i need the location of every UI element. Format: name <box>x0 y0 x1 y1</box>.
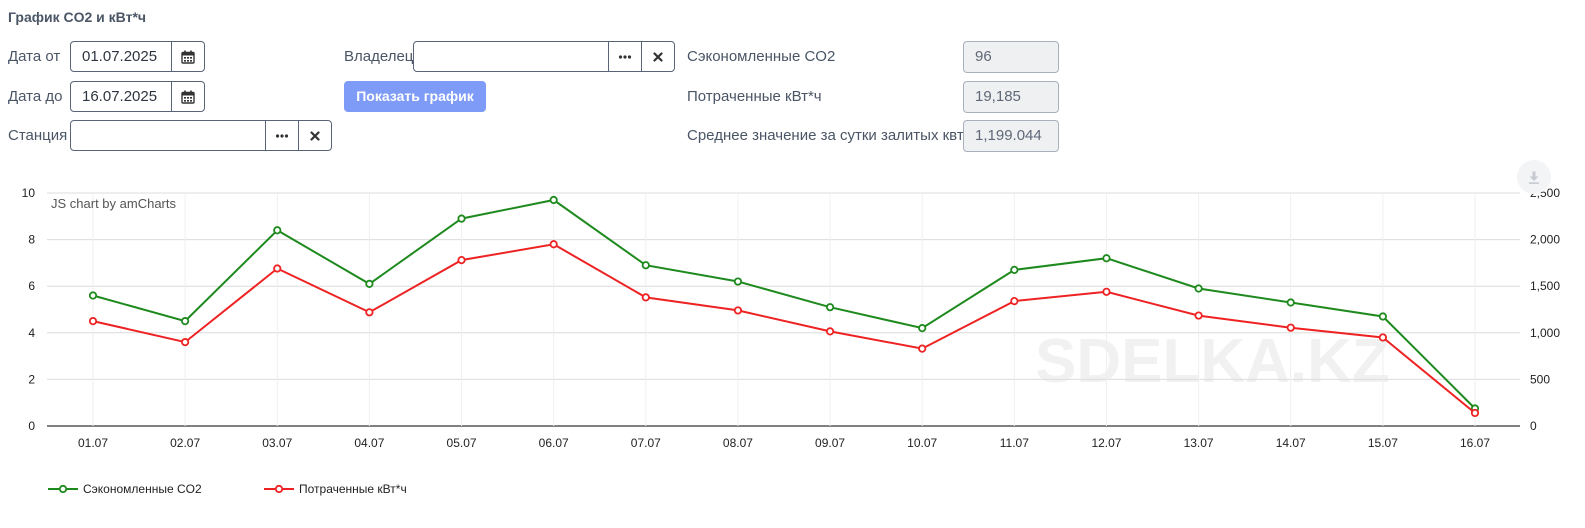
data-point[interactable] <box>1102 254 1111 263</box>
close-icon[interactable] <box>298 121 331 150</box>
legend-label[interactable]: Потраченные кВт*ч <box>299 482 407 496</box>
avg-label: Среднее значение за сутки залитых квт.ч <box>687 127 975 144</box>
x-tick-label: 15.07 <box>1368 436 1398 450</box>
x-tick-label: 14.07 <box>1276 436 1306 450</box>
date-from-label: Дата от <box>8 48 61 65</box>
data-point[interactable] <box>733 277 743 286</box>
y-right-tick-label: 2,000 <box>1530 233 1560 247</box>
date-to-label: Дата до <box>8 88 63 105</box>
y-right-tick-label: 0 <box>1530 419 1537 433</box>
x-tick-label: 11.07 <box>1000 436 1029 450</box>
chart-series <box>88 195 1480 418</box>
data-point[interactable] <box>641 293 650 302</box>
data-point[interactable] <box>1378 333 1387 342</box>
data-point[interactable] <box>88 291 98 300</box>
legend-label[interactable]: Сэкономленные CO2 <box>83 482 202 496</box>
data-point[interactable] <box>1010 265 1019 274</box>
y-right-tick-label: 1,500 <box>1530 279 1560 293</box>
station-label: Станция <box>8 127 68 144</box>
owner-input[interactable] <box>413 41 675 72</box>
calendar-icon[interactable] <box>171 42 204 71</box>
date-from-value[interactable]: 01.07.2025 <box>82 48 158 65</box>
amcharts-credit[interactable]: JS chart by amCharts <box>51 196 176 211</box>
y-left-tick-label: 2 <box>28 372 35 386</box>
x-tick-label: 13.07 <box>1184 436 1214 450</box>
data-point[interactable] <box>641 261 650 270</box>
x-tick-label: 02.07 <box>170 436 200 450</box>
data-point[interactable] <box>918 344 927 353</box>
show-chart-button[interactable]: Показать график <box>344 81 486 112</box>
data-point[interactable] <box>273 264 282 273</box>
data-point[interactable] <box>1194 284 1203 293</box>
y-left-tick-label: 10 <box>22 186 36 200</box>
data-point[interactable] <box>1378 312 1387 321</box>
calendar-icon[interactable] <box>171 82 204 111</box>
legend-marker-point <box>274 484 284 494</box>
date-to-input[interactable]: 16.07.2025 <box>70 81 205 112</box>
saved-co2-label: Сэкономленные CO2 <box>687 48 836 65</box>
download-icon <box>1529 171 1539 184</box>
chart-grid <box>47 192 1520 427</box>
data-point[interactable] <box>273 226 282 235</box>
y-left-tick-label: 0 <box>28 419 35 433</box>
y-right-tick-label: 500 <box>1530 372 1550 386</box>
date-to-value[interactable]: 16.07.2025 <box>82 88 158 105</box>
data-point[interactable] <box>365 308 374 317</box>
data-point[interactable] <box>549 195 558 205</box>
x-tick-label: 08.07 <box>723 436 753 450</box>
data-point[interactable] <box>1102 287 1111 296</box>
data-point[interactable] <box>733 306 743 315</box>
y-left-tick-label: 4 <box>28 326 35 340</box>
data-point[interactable] <box>1286 298 1295 307</box>
close-icon[interactable] <box>641 42 674 71</box>
x-tick-label: 04.07 <box>354 436 384 450</box>
spent-kwh-label: Потраченные кВт*ч <box>687 88 822 105</box>
x-tick-label: 03.07 <box>262 436 292 450</box>
x-tick-label: 12.07 <box>1091 436 1121 450</box>
data-point[interactable] <box>88 317 98 326</box>
data-point[interactable] <box>1286 323 1295 332</box>
legend-marker-point <box>58 484 68 494</box>
ellipsis-icon[interactable] <box>608 42 641 71</box>
data-point[interactable] <box>1010 297 1019 306</box>
spent-kwh-value: 19,185 <box>963 81 1059 113</box>
data-point[interactable] <box>1470 408 1480 418</box>
x-tick-label: 10.07 <box>907 436 937 450</box>
saved-co2-value: 96 <box>963 41 1059 73</box>
data-point[interactable] <box>457 256 466 265</box>
data-point[interactable] <box>181 338 190 347</box>
x-tick-label: 16.07 <box>1460 436 1490 450</box>
data-point[interactable] <box>825 327 835 336</box>
x-tick-label: 01.07 <box>78 436 108 450</box>
data-point[interactable] <box>918 324 927 333</box>
chart-legend: Сэкономленные CO2 Потраченные кВт*ч <box>48 482 407 496</box>
x-tick-label: 09.07 <box>815 436 845 450</box>
y-right-tick-label: 1,000 <box>1530 326 1560 340</box>
data-point[interactable] <box>457 214 466 223</box>
download-button[interactable] <box>1517 160 1551 194</box>
watermark: SDELKA.KZ <box>1035 327 1390 396</box>
data-point[interactable] <box>181 317 190 326</box>
station-input[interactable] <box>70 120 332 151</box>
ellipsis-icon[interactable] <box>265 121 298 150</box>
series-line-1 <box>92 198 1476 410</box>
date-from-input[interactable]: 01.07.2025 <box>70 41 205 72</box>
x-tick-label: 06.07 <box>539 436 569 450</box>
series-line-2 <box>92 243 1476 414</box>
y-left-tick-label: 8 <box>28 233 35 247</box>
page-title: График CO2 и кВт*ч <box>8 9 147 25</box>
data-point[interactable] <box>1194 311 1203 320</box>
x-tick-label: 05.07 <box>447 436 477 450</box>
x-tick-label: 07.07 <box>631 436 661 450</box>
data-point[interactable] <box>549 240 558 249</box>
y-left-tick-label: 6 <box>28 279 35 293</box>
avg-value: 1,199.044 <box>963 120 1059 152</box>
data-point[interactable] <box>365 279 374 288</box>
data-point[interactable] <box>825 303 835 312</box>
owner-label: Владелец <box>344 48 414 65</box>
